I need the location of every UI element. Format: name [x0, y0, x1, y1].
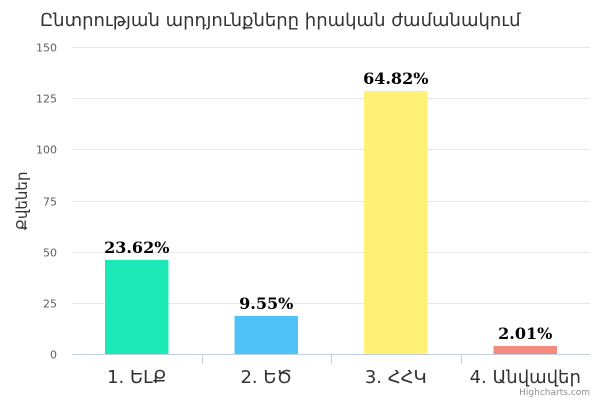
y-axis-label[interactable]: Քվեներ [13, 172, 31, 231]
data-label: 2.01% [498, 324, 552, 343]
chart-title: Ընտրության արդյունքները իրական ժամանակու… [40, 10, 521, 31]
bar[interactable] [105, 259, 169, 354]
data-labels: 23.62% 9.55% 64.82% 2.01% [104, 69, 552, 343]
y-tick-label: 75 [43, 196, 57, 209]
x-tick-label: 3. ՀՀԿ [365, 367, 427, 388]
y-axis-ticks: 0 25 50 75 100 125 150 [36, 42, 57, 362]
x-tick-label: 1. ԵԼՔ [107, 367, 166, 388]
y-tick-label: 125 [36, 93, 57, 106]
x-tick-label: 2. ԵԾ [240, 367, 292, 388]
bar[interactable] [234, 315, 298, 354]
y-tick-label: 150 [36, 42, 57, 55]
y-tick-label: 100 [36, 144, 57, 157]
data-label: 23.62% [104, 238, 169, 257]
y-tick-label: 50 [43, 247, 57, 260]
x-tick-label: 4. Անվավեր [470, 367, 581, 388]
y-tick-label: 25 [43, 298, 57, 311]
bar[interactable] [364, 91, 428, 355]
y-tick-label: 0 [50, 349, 57, 362]
bars [105, 91, 557, 355]
bar[interactable] [493, 346, 557, 354]
data-label: 9.55% [239, 294, 293, 313]
data-label: 64.82% [363, 69, 428, 88]
credits-link[interactable]: Highcharts.com [519, 388, 590, 398]
x-axis-ticks: 1. ԵԼՔ 2. ԵԾ 3. ՀՀԿ 4. Անվավեր [107, 354, 581, 388]
